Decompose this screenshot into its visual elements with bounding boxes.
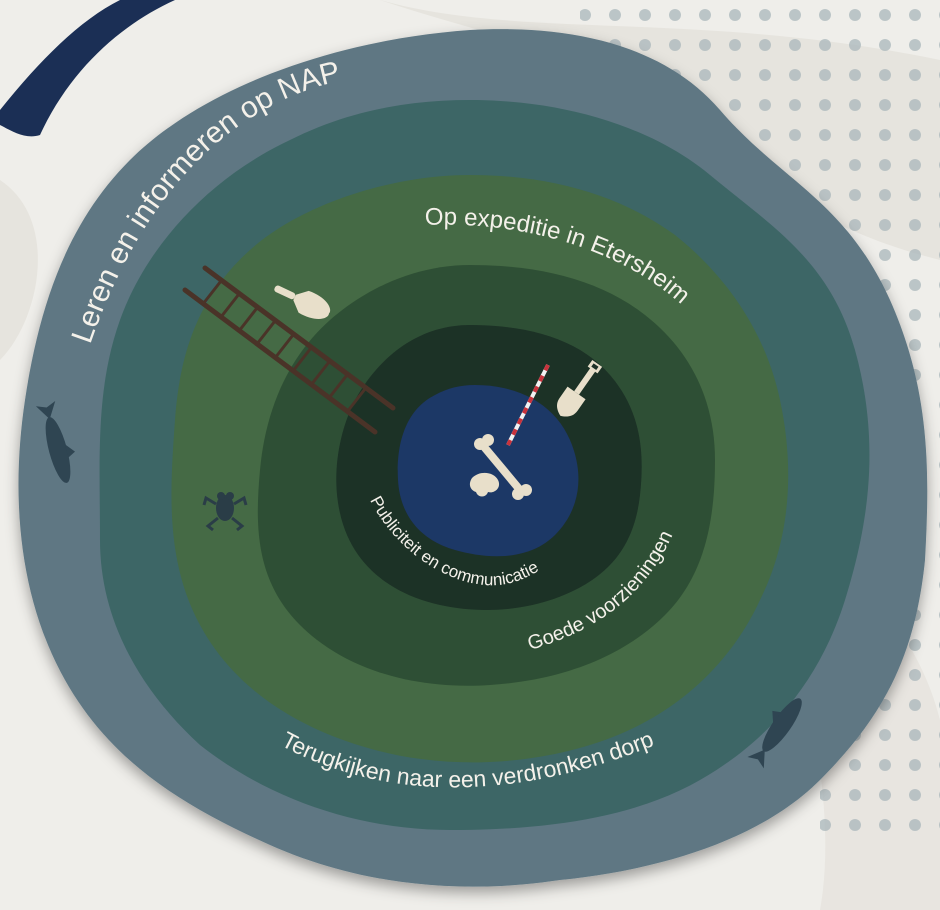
shell-fragment-icon	[469, 472, 500, 497]
shovel-icon	[557, 359, 603, 417]
fish-icon	[35, 401, 76, 483]
ladder-icon	[182, 265, 396, 435]
trowel-icon	[274, 285, 331, 319]
bone-icon	[474, 434, 532, 500]
fish-icon	[747, 698, 802, 769]
ring-core	[397, 385, 579, 557]
measuring-rod-icon	[506, 364, 550, 446]
brush-stroke	[0, 0, 175, 137]
frog-icon	[202, 492, 248, 532]
